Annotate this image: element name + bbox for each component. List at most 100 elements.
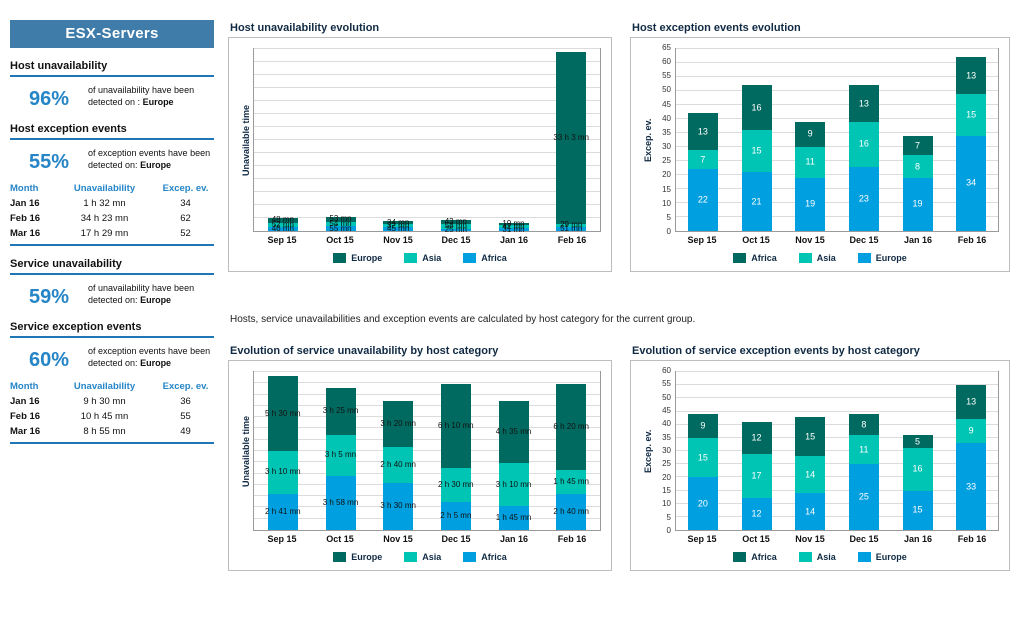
gridline — [254, 217, 600, 218]
legend-swatch — [404, 552, 418, 562]
segment-value-label: 53 mn — [329, 214, 352, 224]
divider — [10, 442, 214, 444]
gridline — [676, 371, 998, 372]
bar-segment-africa: 31 mn — [498, 225, 529, 233]
table-cell: 52 — [180, 228, 191, 239]
table-head: Month Unavailability Excep. ev. — [10, 379, 214, 394]
legend-item-europe: Europe — [333, 552, 382, 562]
x-axis-label: Jan 16 — [499, 235, 529, 245]
stacked-bar-nov-15: 3 h 30 mn 2 h 40 mn 3 h 20 mn — [380, 372, 416, 530]
bar-segment-africa: 45 mn — [383, 225, 414, 233]
gridline — [254, 204, 600, 205]
table-row: Mar 16 8 h 55 mn 49 — [10, 424, 214, 439]
explanatory-note: Hosts, service unavailabilities and exce… — [230, 314, 696, 325]
chart-service-exception-events-by-category: Evolution of service exception events by… — [630, 345, 1010, 571]
bar-segment-europe: 34 mn — [383, 218, 414, 226]
y-tick-label: 30 — [662, 142, 671, 152]
bar-slot: 55 mn 54 mn 53 mn — [312, 49, 370, 233]
legend-swatch — [857, 552, 871, 562]
gridline — [676, 436, 998, 438]
segment-value-label: 23 — [858, 193, 869, 204]
gridline — [676, 202, 998, 203]
gridline — [254, 517, 600, 519]
bar-segment-europe: 25 — [848, 464, 879, 530]
legend-item-asia: Asia — [404, 253, 441, 263]
x-axis-label: Dec 15 — [441, 235, 471, 245]
legend-label: Africa — [751, 253, 777, 263]
legend-label: Africa — [481, 552, 507, 562]
gridline — [254, 74, 600, 75]
bar-segment-europe: 15 — [902, 490, 933, 530]
x-axis-label: Feb 16 — [957, 534, 987, 544]
table-cell: 34 h 23 mn — [80, 213, 129, 224]
legend-item-africa: Africa — [463, 253, 507, 263]
bar-segment-asia: 15 — [956, 93, 987, 136]
bar-segment-africa: 8 — [848, 414, 879, 436]
gridline — [254, 461, 600, 463]
legend-item-africa: Africa — [463, 552, 507, 562]
gridline — [676, 174, 998, 175]
bar-segment-asia: 8 — [902, 155, 933, 178]
stacked-bar-sep-15: 46 mn 52 mn 48 mn — [267, 49, 298, 233]
segment-value-label: 2 h 40 mn — [553, 506, 589, 516]
legend: Europe Asia Africa — [239, 253, 601, 263]
legend-item-asia: Asia — [798, 253, 836, 263]
x-axis-labels: Sep 15 Oct 15 Nov 15 Dec 15 Jan 16 Feb 16 — [675, 534, 999, 544]
bar-segment-europe: 21 — [741, 172, 772, 231]
plot-column: 46 mn 52 mn 48 mn 55 mn 54 mn 53 mn 45 mn 32 mn… — [253, 48, 601, 245]
table-cell: 49 — [180, 426, 191, 437]
segment-value-label: 9 — [968, 425, 974, 436]
chart-box: Unavailable time 46 mn 52 mn 48 mn 55 mn 54 m… — [228, 37, 612, 272]
segment-value-label: 3 h 25 mn — [322, 406, 359, 416]
gridline — [254, 61, 600, 62]
segment-value-label: 11 — [805, 156, 815, 167]
gridline — [254, 483, 600, 485]
bar-segment-europe: 20 — [687, 477, 718, 530]
x-axis-label: Nov 15 — [383, 534, 413, 544]
bar-segment-asia: 15 — [687, 437, 718, 478]
section-heading-host-unavailability: Host unavailability — [10, 60, 214, 77]
segment-value-label: 14 — [805, 506, 816, 517]
legend-swatch — [798, 552, 812, 562]
x-axis-label: Sep 15 — [687, 235, 717, 245]
legend-item-africa: Africa — [733, 552, 777, 562]
gridline — [676, 410, 998, 412]
bar-slot: 21 15 16 — [730, 49, 784, 231]
bar-segment-europe: 22 — [687, 169, 718, 231]
segment-value-label: 14 — [805, 469, 816, 480]
gridline — [676, 397, 998, 399]
gridline — [254, 191, 600, 192]
bar-segment-africa: 2 h 41 mn — [265, 493, 301, 530]
bar-segment-asia: 16 — [848, 121, 879, 167]
plot-column: 22 7 13 21 15 16 19 11 9 23 16 13 19 8 7 34 15 13 Sep 15 Oc… — [675, 48, 999, 245]
legend-label: Africa — [751, 552, 777, 562]
segment-value-label: 6 h 10 mn — [438, 421, 474, 431]
host-exception-percent: 55% — [28, 151, 70, 173]
stacked-bar-oct-15: 55 mn 54 mn 53 mn — [325, 49, 356, 233]
bar-segment-africa: 7 — [902, 135, 933, 156]
y-axis-ticks: 0 5 10 15 20 25 30 35 40 45 50 55 60 — [655, 367, 675, 535]
segment-value-label: 16 — [858, 138, 869, 149]
table-row: Feb 16 34 h 23 mn 62 — [10, 211, 214, 226]
bar-slot: 19 8 7 — [891, 49, 945, 231]
segment-value-label: 19 — [912, 198, 923, 209]
bar-segment-asia: 3 h 10 mn — [265, 450, 301, 494]
segment-value-label: 6 h 20 mn — [553, 422, 589, 432]
bar-slot: 3 h 30 mn 2 h 40 mn 3 h 20 mn — [369, 372, 427, 530]
y-tick-label: 65 — [662, 43, 671, 52]
segment-value-label: 15 — [912, 504, 923, 515]
segment-value-label: 33 h 3 mn — [553, 133, 589, 143]
bar-segment-africa: 15 — [795, 416, 826, 457]
bar-segment-asia: 2 h 30 mn — [438, 467, 474, 502]
bar-segment-africa: 9 — [795, 121, 826, 148]
bar-segment-africa: 5 — [902, 435, 933, 449]
table-cell: 36 — [180, 396, 191, 407]
bar-segment-africa: 16 — [741, 85, 772, 131]
y-tick-label: 5 — [666, 512, 671, 522]
y-axis-ticks: 0 5 10 15 20 25 30 35 40 45 50 55 60 65 — [655, 44, 675, 236]
bar-slot: 45 mn 32 mn 34 mn — [369, 49, 427, 233]
legend-swatch — [333, 253, 347, 263]
segment-value-label: 55 mn — [329, 223, 352, 233]
x-axis-label: Oct 15 — [326, 534, 354, 544]
bar-segment-europe: 6 h 10 mn — [438, 384, 474, 468]
